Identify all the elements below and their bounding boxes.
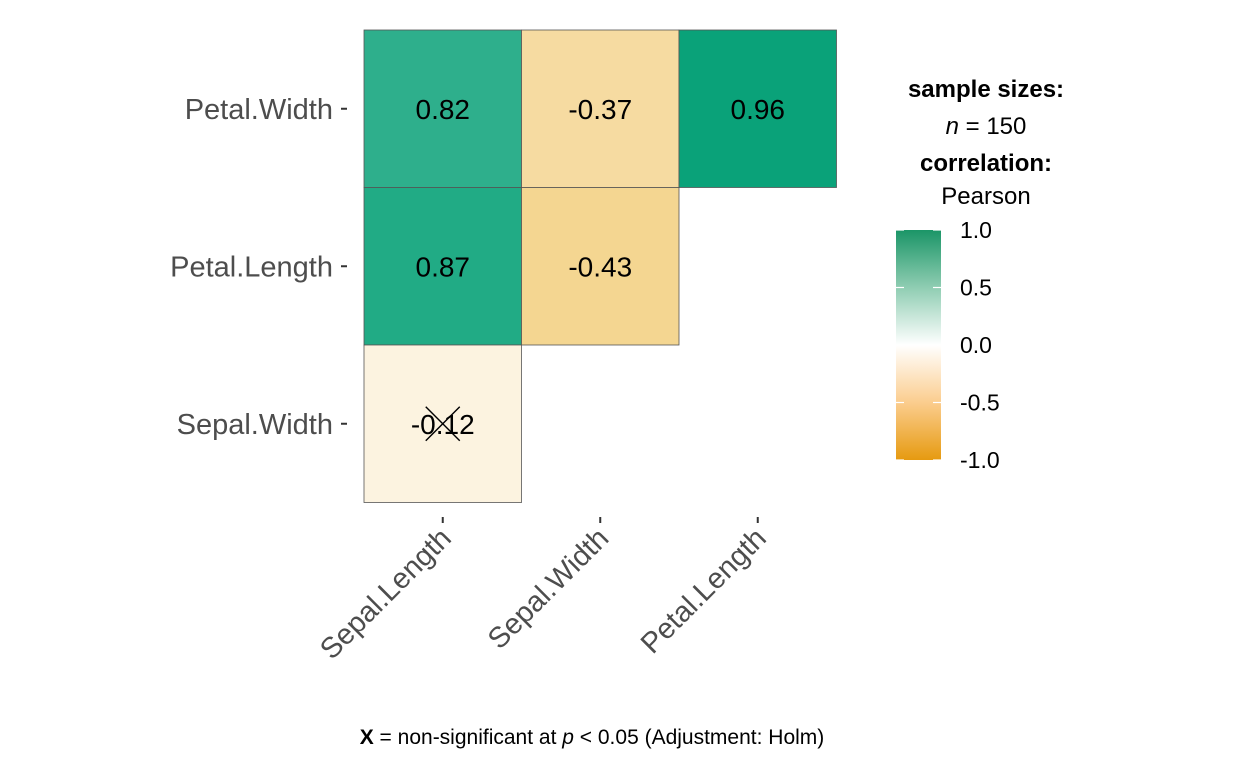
legend-n-text: = 150 [959,113,1026,140]
legend-tick-label: 1.0 [960,217,992,243]
heatmap-cell: 0.96 [678,29,837,188]
legend-n-symbol: n [946,113,959,140]
legend-method: Pearson [941,183,1030,210]
cell-rect [521,29,680,188]
cell-label: 0.87 [416,251,471,282]
caption-text-2: < 0.05 (Adjustment: Holm) [574,726,824,749]
caption-text-1: = non-significant at [374,726,563,749]
y-label-sepal-width: Sepal.Width [177,409,333,441]
legend-ticks: 1.0 0.5 0.0 -0.5 -1.0 [896,217,1000,473]
heatmap-cells: 0.82 -0.37 0.96 0.87 -0.43 -0.12 [363,29,837,503]
cell-rect [363,187,522,346]
non-significant-cross [425,406,461,442]
caption-symbol: X [360,726,374,749]
legend-sample-title: sample sizes: [908,76,1064,103]
cell-label: 0.96 [731,94,786,125]
cell-rect [363,29,522,188]
legend-tick-label: 0.0 [960,332,992,358]
legend-tick-label: -1.0 [960,447,1000,473]
heatmap-cell: 0.87 [363,187,522,346]
heatmap-cell: -0.43 [521,187,680,346]
y-label-petal-length: Petal.Length [170,251,333,283]
legend-correlation-title: correlation: [920,150,1052,177]
heatmap-cell: 0.82 [363,29,522,188]
cell-label: 0.82 [416,94,471,125]
caption-p-symbol: p [561,726,574,749]
x-axis: Sepal.Length Sepal.Width Petal.Length [314,517,773,666]
cell-label: -0.37 [568,94,632,125]
heatmap-cell: -0.12 [363,344,522,503]
x-label-sepal-length: Sepal.Length [314,522,457,665]
y-axis: Petal.Width Petal.Length Sepal.Width [170,94,347,441]
y-label-petal-width: Petal.Width [185,94,333,126]
cell-rect [521,187,680,346]
legend-tick-label: 0.5 [960,275,992,301]
x-label-petal-length: Petal.Length [635,522,773,660]
heatmap-cell: -0.37 [521,29,680,188]
legend-sample-size: n = 150 [946,113,1027,140]
caption: X = non-significant at p < 0.05 (Adjustm… [360,726,825,749]
cell-rect [678,29,837,188]
legend: sample sizes: n = 150 correlation: Pears… [896,76,1064,473]
cell-label: -0.43 [568,251,632,282]
x-label-sepal-width: Sepal.Width [482,522,615,655]
legend-tick-label: -0.5 [960,390,1000,416]
